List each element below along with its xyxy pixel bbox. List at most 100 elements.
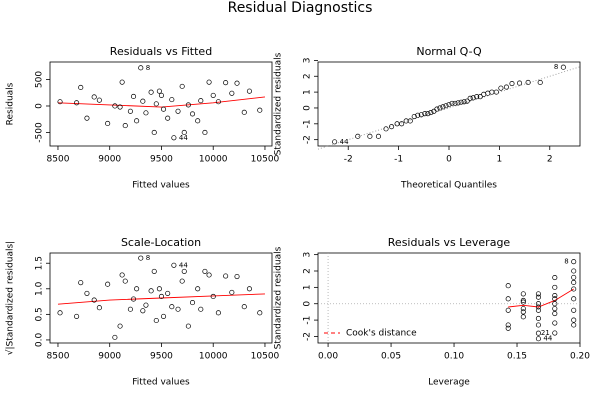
point bbox=[470, 95, 476, 101]
point bbox=[552, 306, 558, 312]
point bbox=[223, 80, 229, 86]
point bbox=[571, 286, 577, 292]
point bbox=[198, 306, 204, 312]
point bbox=[175, 108, 181, 114]
point bbox=[78, 280, 84, 286]
point bbox=[560, 64, 566, 70]
x-tick-label: 9500 bbox=[150, 155, 173, 165]
point bbox=[134, 118, 140, 124]
point bbox=[181, 129, 187, 136]
point bbox=[181, 268, 187, 274]
point-label: 44 bbox=[179, 134, 188, 142]
point bbox=[257, 310, 263, 316]
point bbox=[127, 108, 133, 114]
point bbox=[165, 290, 171, 296]
point bbox=[160, 313, 167, 319]
y-tick-label: 0.0 bbox=[35, 333, 45, 348]
panel-title: Scale-Location bbox=[121, 236, 201, 249]
point bbox=[509, 81, 515, 87]
point bbox=[153, 101, 159, 107]
trend-line bbox=[317, 66, 581, 150]
point bbox=[210, 92, 216, 98]
point bbox=[127, 306, 133, 312]
x-axis-label: Leverage bbox=[428, 378, 470, 388]
point bbox=[234, 273, 240, 280]
point bbox=[57, 99, 63, 105]
point bbox=[449, 100, 455, 106]
x-tick-label: 10500 bbox=[251, 155, 280, 165]
point bbox=[461, 99, 467, 105]
point bbox=[169, 304, 175, 310]
x-tick-label: 10000 bbox=[199, 155, 228, 165]
trend-line bbox=[508, 288, 574, 308]
y-tick-label: -1 bbox=[303, 119, 313, 128]
point bbox=[571, 268, 577, 274]
point bbox=[234, 80, 240, 86]
point bbox=[403, 118, 409, 124]
y-tick-label: 0 bbox=[303, 301, 313, 307]
point bbox=[520, 291, 526, 297]
point bbox=[415, 112, 421, 118]
point bbox=[422, 111, 428, 117]
point-label: 44 bbox=[179, 261, 188, 269]
x-axis-label: Fitted values bbox=[132, 378, 190, 388]
point bbox=[169, 97, 175, 103]
point bbox=[148, 288, 154, 294]
point bbox=[229, 289, 235, 295]
point bbox=[91, 297, 97, 303]
point bbox=[74, 100, 80, 106]
y-tick-label: 1 bbox=[303, 284, 313, 290]
y-axis-label: Standardized residuals bbox=[274, 246, 284, 349]
point bbox=[229, 90, 235, 96]
point bbox=[130, 93, 137, 99]
point bbox=[57, 310, 63, 316]
point bbox=[437, 105, 443, 111]
point bbox=[407, 118, 413, 124]
point bbox=[105, 281, 111, 287]
x-tick-label: -1 bbox=[394, 155, 403, 165]
point bbox=[332, 139, 338, 145]
point bbox=[503, 84, 509, 90]
point bbox=[571, 317, 577, 323]
point bbox=[505, 307, 511, 313]
point bbox=[571, 296, 577, 302]
point bbox=[84, 115, 90, 121]
point bbox=[119, 272, 125, 278]
point bbox=[535, 322, 541, 328]
point bbox=[140, 98, 146, 104]
point bbox=[477, 94, 483, 100]
point bbox=[535, 294, 541, 300]
point bbox=[552, 301, 558, 307]
x-tick-label: 10500 bbox=[251, 352, 280, 362]
y-tick-label: -2 bbox=[303, 332, 313, 341]
point bbox=[440, 104, 446, 110]
point bbox=[367, 133, 373, 139]
point bbox=[535, 304, 541, 310]
point bbox=[489, 89, 495, 95]
point bbox=[246, 286, 252, 292]
point bbox=[571, 274, 577, 280]
point bbox=[215, 310, 221, 316]
point bbox=[241, 304, 247, 310]
x-axis-label: Theoretical Quantiles bbox=[400, 181, 497, 191]
y-tick-label: 500 bbox=[35, 71, 45, 88]
point bbox=[535, 307, 541, 313]
main-title: Residual Diagnostics bbox=[228, 0, 373, 16]
point bbox=[552, 292, 558, 299]
x-axis-label: Fitted values bbox=[132, 181, 190, 191]
y-tick-label: 1.0 bbox=[35, 281, 45, 296]
point bbox=[246, 88, 252, 94]
point bbox=[143, 302, 149, 308]
point bbox=[202, 129, 208, 136]
point bbox=[520, 314, 526, 320]
point bbox=[535, 330, 541, 336]
point bbox=[195, 118, 201, 124]
point bbox=[552, 330, 558, 336]
point bbox=[153, 317, 159, 324]
x-tick-label: 0.00 bbox=[318, 352, 338, 362]
point bbox=[74, 313, 80, 319]
point bbox=[206, 79, 212, 85]
y-tick-label: -500 bbox=[35, 122, 45, 143]
x-tick-label: 1 bbox=[497, 155, 503, 165]
